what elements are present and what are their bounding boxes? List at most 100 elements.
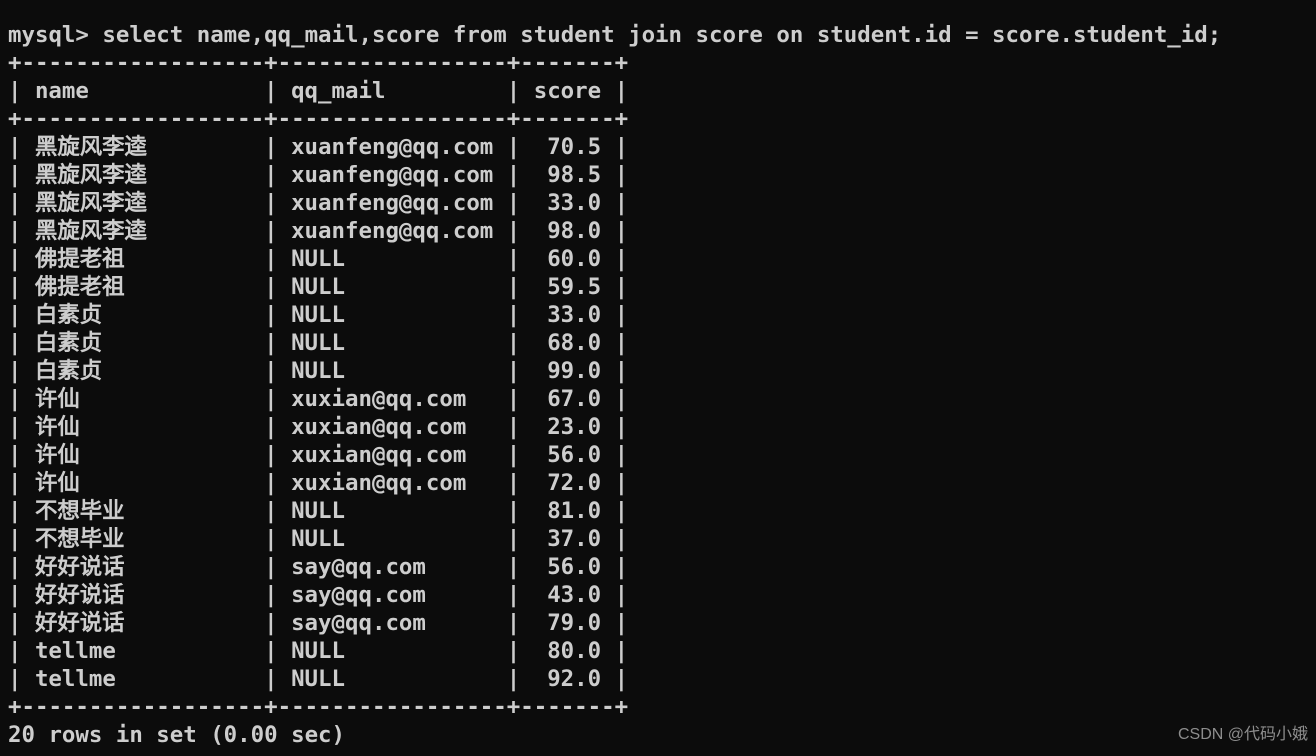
column-separator: | <box>614 386 629 412</box>
cell-name: 白素贞 <box>34 302 103 328</box>
cell-score: 56.0 <box>547 442 602 468</box>
cell-qq-mail: say@qq.com <box>291 610 426 636</box>
column-separator: | <box>506 246 521 272</box>
cell-score: 33.0 <box>547 302 602 328</box>
column-separator: | <box>506 442 521 468</box>
table-row: | | | | 不想毕业 NULL 81.0 <box>8 497 1316 525</box>
column-separator: | <box>506 302 521 328</box>
column-separator: | <box>8 302 22 328</box>
cell-score: 99.0 <box>547 358 602 384</box>
column-separator: | <box>264 162 278 188</box>
column-separator: | <box>8 246 22 272</box>
column-separator: | <box>8 666 22 692</box>
column-separator: | <box>614 190 629 216</box>
column-separator: | <box>264 358 278 384</box>
column-separator: | <box>8 358 22 384</box>
table-row: | | | | 白素贞 NULL 33.0 <box>8 301 1316 329</box>
cell-qq-mail: NULL <box>291 246 345 272</box>
column-separator: | <box>506 134 521 160</box>
column-separator: | <box>614 246 629 272</box>
csdn-watermark: CSDN @代码小娥 <box>1177 726 1308 743</box>
table-row: | | | | 许仙 xuxian@qq.com 67.0 <box>8 385 1316 413</box>
cell-qq-mail: NULL <box>291 358 345 384</box>
table-row: | | | | 许仙 xuxian@qq.com 56.0 <box>8 441 1316 469</box>
cell-qq-mail: xuanfeng@qq.com <box>291 218 494 244</box>
column-separator: | <box>264 470 278 496</box>
cell-qq-mail: xuxian@qq.com <box>291 386 467 412</box>
column-separator: | <box>614 582 629 608</box>
table-row: | | | | 黑旋风李逵 xuanfeng@qq.com 98.5 <box>8 161 1316 189</box>
table-row: | | | | 佛提老祖 NULL 60.0 <box>8 245 1316 273</box>
cell-score: 98.0 <box>547 218 602 244</box>
cell-qq-mail: xuxian@qq.com <box>291 442 467 468</box>
table-row: | | | | 白素贞 NULL 68.0 <box>8 329 1316 357</box>
cell-qq-mail: xuanfeng@qq.com <box>291 190 494 216</box>
cell-score: 80.0 <box>547 638 602 664</box>
header-cell-score: score <box>533 78 602 104</box>
table-row: | | | | 白素贞 NULL 99.0 <box>8 357 1316 385</box>
column-separator: | <box>264 330 278 356</box>
column-separator: | <box>264 274 278 300</box>
cell-name: 许仙 <box>34 414 80 440</box>
column-separator: | <box>506 358 521 384</box>
column-separator: | <box>614 610 629 636</box>
column-separator: | <box>264 610 278 636</box>
column-separator: | <box>264 666 278 692</box>
column-separator: | <box>264 442 278 468</box>
cell-score: 98.5 <box>547 162 602 188</box>
cell-score: 70.5 <box>547 134 602 160</box>
command-line: mysql> select name,qq_mail,score from stu… <box>8 21 1316 49</box>
table-row: | | | | 好好说话 say@qq.com 43.0 <box>8 581 1316 609</box>
column-separator: | <box>506 554 521 580</box>
column-separator: | <box>8 470 22 496</box>
cell-name: 黑旋风李逵 <box>34 162 147 188</box>
column-separator: | <box>614 666 629 692</box>
header-cell-name: name <box>34 78 89 104</box>
column-separator: | <box>614 638 629 664</box>
column-separator: | <box>264 302 278 328</box>
column-separator: | <box>8 134 22 160</box>
column-separator: | <box>264 218 278 244</box>
cell-qq-mail: NULL <box>291 330 345 356</box>
table-header-row: | | | | name qq_mail score <box>8 77 1316 105</box>
cell-name: 黑旋风李逵 <box>34 218 147 244</box>
cell-score: 72.0 <box>547 470 602 496</box>
cell-name: 佛提老祖 <box>34 246 125 272</box>
cell-name: 白素贞 <box>34 330 103 356</box>
table-row: | | | | 黑旋风李逵 xuanfeng@qq.com 70.5 <box>8 133 1316 161</box>
cell-name: 黑旋风李逵 <box>34 134 147 160</box>
column-separator: | <box>506 666 521 692</box>
cell-name: 好好说话 <box>34 554 125 580</box>
cell-name: 许仙 <box>34 386 80 412</box>
column-separator: | <box>8 498 22 524</box>
column-separator: | <box>8 274 22 300</box>
table-row: | | | | 黑旋风李逵 xuanfeng@qq.com 98.0 <box>8 217 1316 245</box>
cell-qq-mail: xuxian@qq.com <box>291 470 467 496</box>
table-row: | | | | 好好说话 say@qq.com 79.0 <box>8 609 1316 637</box>
cell-qq-mail: xuanfeng@qq.com <box>291 134 494 160</box>
cell-name: 许仙 <box>34 470 80 496</box>
cell-qq-mail: NULL <box>291 526 345 552</box>
column-separator: | <box>8 162 22 188</box>
column-separator: | <box>8 526 22 552</box>
table-row: | | | | 黑旋风李逵 xuanfeng@qq.com 33.0 <box>8 189 1316 217</box>
cell-qq-mail: NULL <box>291 498 345 524</box>
column-separator: | <box>8 582 22 608</box>
cell-name: 不想毕业 <box>34 498 125 524</box>
column-separator: | <box>8 638 22 664</box>
column-separator: | <box>264 386 278 412</box>
column-separator: | <box>264 638 278 664</box>
column-separator: | <box>614 358 629 384</box>
cell-score: 59.5 <box>547 274 602 300</box>
column-separator: | <box>614 274 629 300</box>
column-separator: | <box>614 442 629 468</box>
cell-name: 好好说话 <box>34 582 125 608</box>
cell-score: 43.0 <box>547 582 602 608</box>
column-separator: | <box>8 218 22 244</box>
cell-qq-mail: xuxian@qq.com <box>291 414 467 440</box>
cell-qq-mail: xuanfeng@qq.com <box>291 162 494 188</box>
column-separator: | <box>264 582 278 608</box>
column-separator: | <box>8 190 22 216</box>
cell-qq-mail: NULL <box>291 638 345 664</box>
